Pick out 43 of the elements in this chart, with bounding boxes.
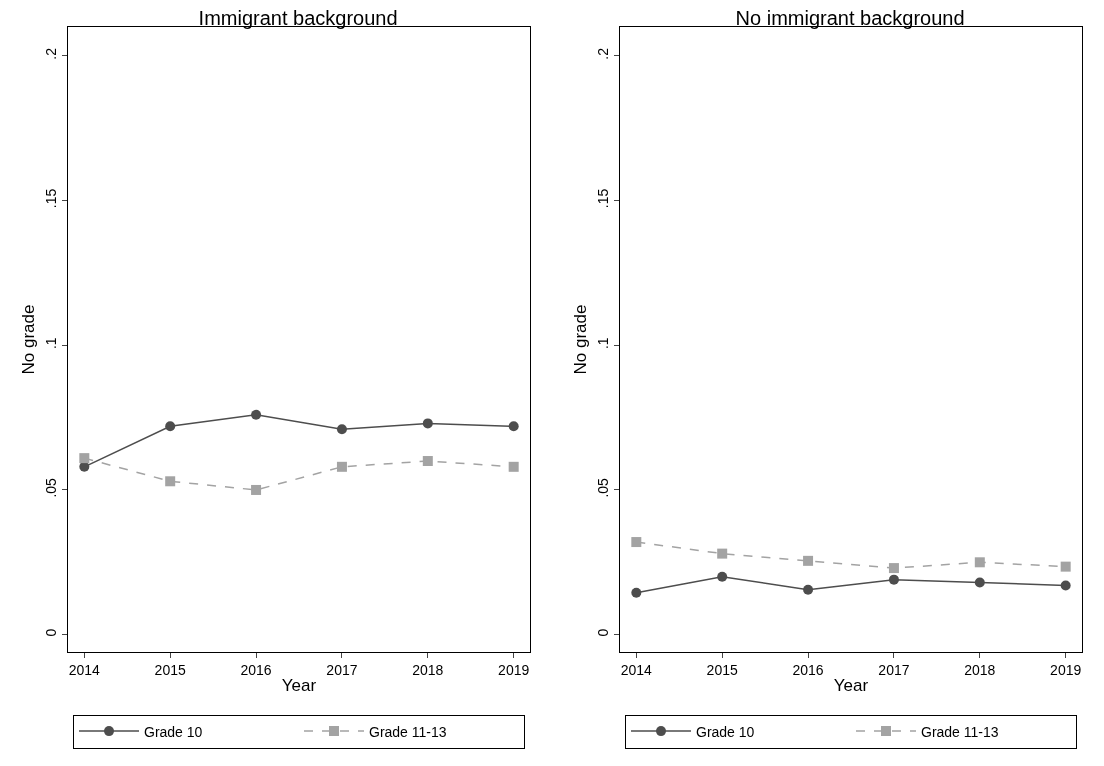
y-axis-title: No grade xyxy=(570,304,590,375)
legend-label: Grade 11-13 xyxy=(921,723,999,740)
y-tick-label: .2 xyxy=(595,47,612,60)
y-axis-title: No grade xyxy=(18,304,38,375)
y-tick-label: .2 xyxy=(43,47,60,60)
y-tick-label: .1 xyxy=(595,337,612,350)
y-tick-label: .15 xyxy=(595,188,612,209)
x-tick-label: 2014 xyxy=(68,661,101,678)
x-tick-label: 2014 xyxy=(620,661,653,678)
x-tick-label: 2015 xyxy=(154,661,186,678)
x-tick-label: 2016 xyxy=(240,661,272,678)
chart-title: No immigrant background xyxy=(735,7,965,30)
point xyxy=(251,409,262,420)
legend-label: Grade 11-13 xyxy=(369,723,447,740)
point xyxy=(251,484,262,495)
point xyxy=(422,456,433,467)
x-tick-label: 2019 xyxy=(1050,661,1082,678)
point xyxy=(336,461,347,472)
x-tick-label: 2017 xyxy=(326,661,358,678)
x-tick-label: 2019 xyxy=(498,661,530,678)
chart-title: Immigrant background xyxy=(198,7,398,30)
x-tick-label: 2017 xyxy=(878,661,910,678)
y-tick-label: 0 xyxy=(595,628,612,637)
x-tick-label: 2015 xyxy=(706,661,738,678)
point xyxy=(336,424,347,435)
point xyxy=(422,418,433,429)
x-tick-label: 2018 xyxy=(964,661,996,678)
point xyxy=(508,421,519,432)
y-tick-label: .05 xyxy=(595,477,612,498)
y-tick-label: 0 xyxy=(43,628,60,637)
x-tick-label: 2018 xyxy=(412,661,444,678)
y-tick-label: .15 xyxy=(43,188,60,209)
x-axis-title: Year xyxy=(281,676,317,696)
point xyxy=(165,476,176,487)
point xyxy=(508,461,519,472)
point xyxy=(79,453,90,464)
legend-label: Grade 10 xyxy=(144,723,203,740)
x-tick-label: 2016 xyxy=(792,661,824,678)
x-axis-title: Year xyxy=(833,676,869,696)
point xyxy=(165,421,176,432)
y-tick-label: .1 xyxy=(43,337,60,350)
legend-label: Grade 10 xyxy=(696,723,755,740)
y-tick-label: .05 xyxy=(43,477,60,498)
